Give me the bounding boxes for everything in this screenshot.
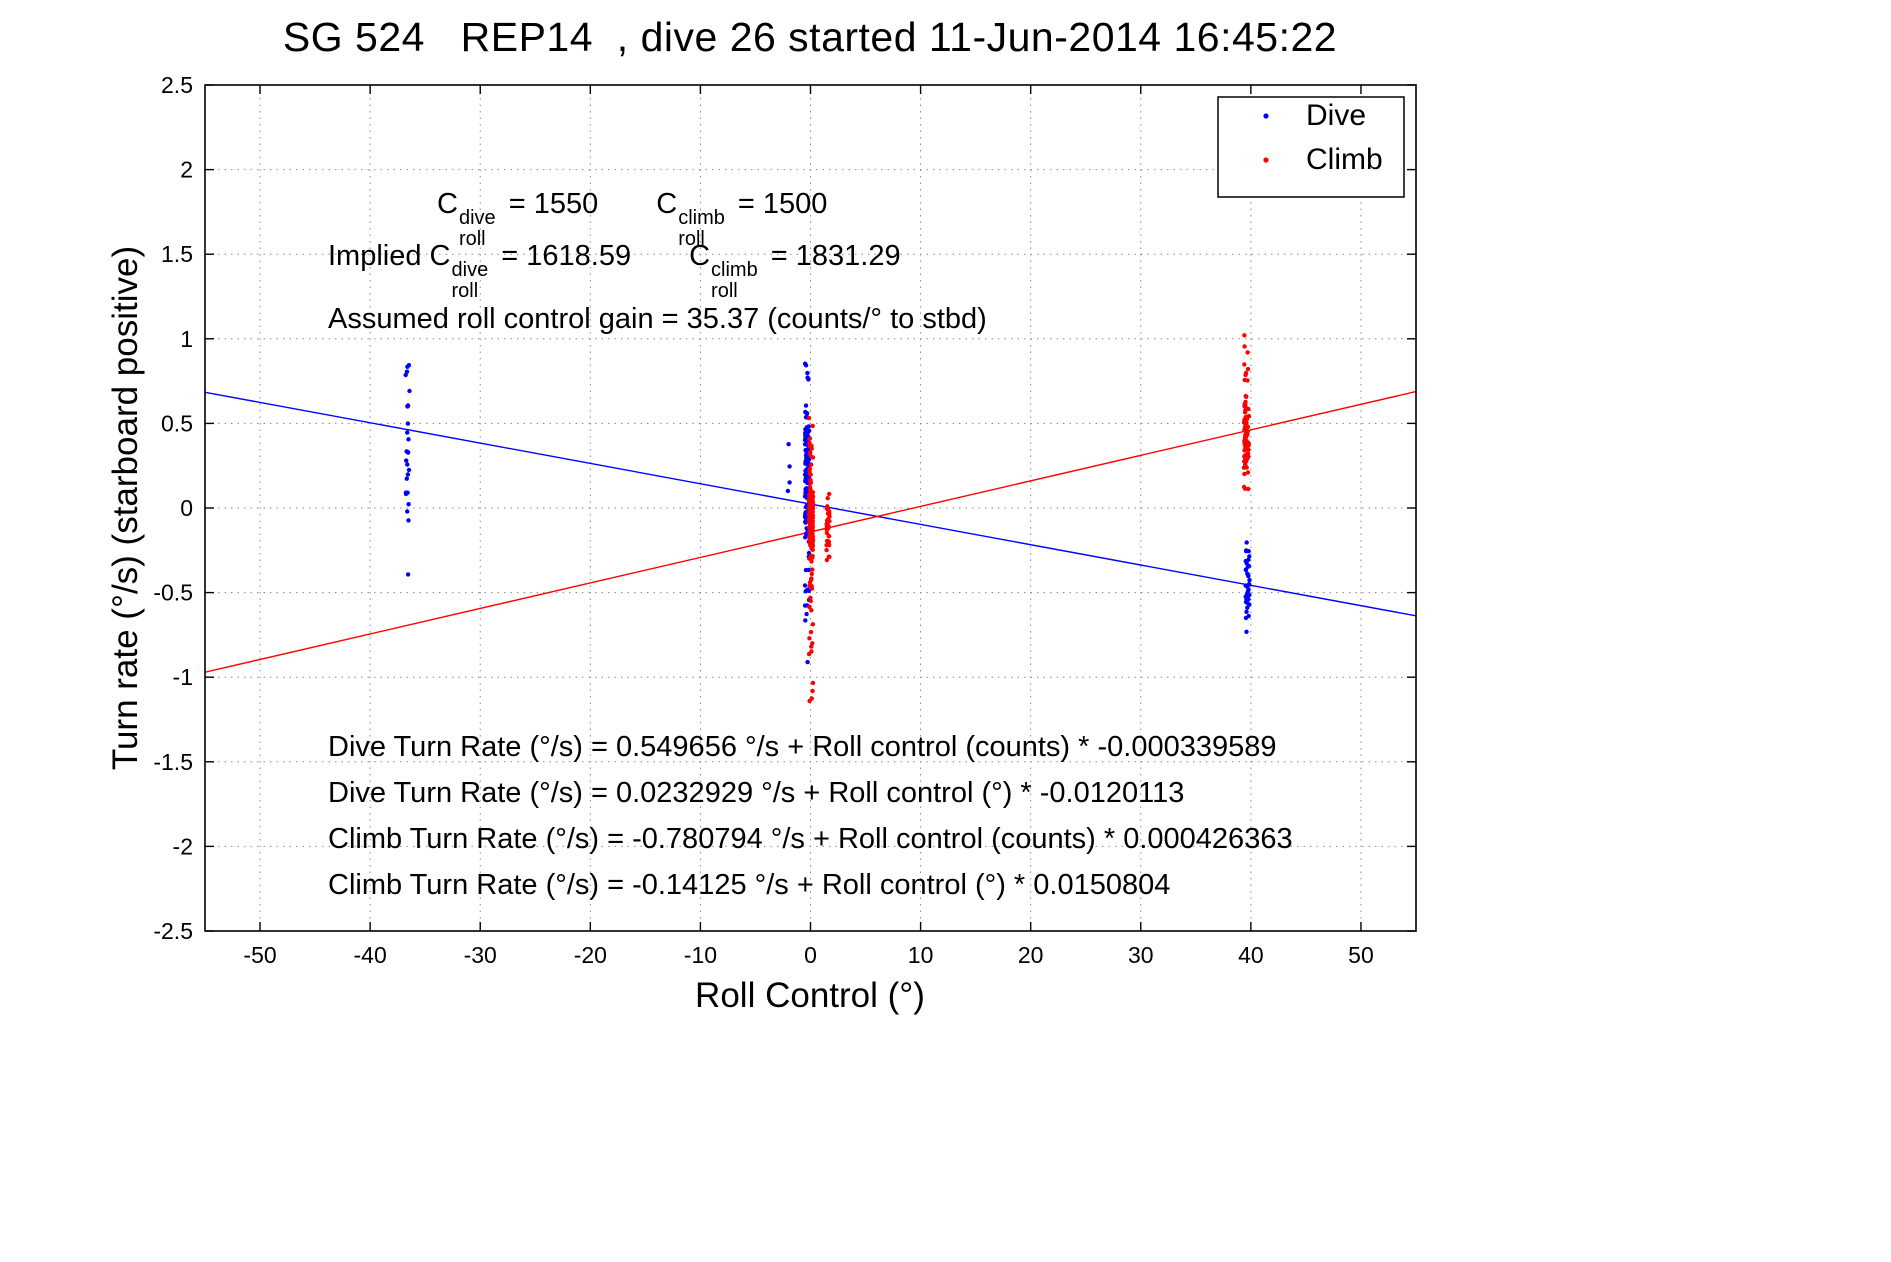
legend-label: Dive [1306,99,1366,132]
y-tick-label: -2 [173,833,193,859]
legend-marker-dive [1263,113,1269,119]
y-tick-label: 0 [180,495,193,521]
cluster-dive [785,442,792,494]
x-tick-label: 30 [1128,942,1154,968]
y-axis-label: Turn rate (°/s) (starboard positive) [106,245,145,771]
y-tick-label: 1.5 [161,241,193,267]
legend: Dive Climb [1217,96,1405,198]
x-tick-label: -50 [243,942,276,968]
y-tick-label: 1 [180,326,193,352]
x-tick-label: -10 [684,942,717,968]
x-tick-label: 20 [1018,942,1044,968]
x-tick-label: 50 [1348,942,1374,968]
y-tick-label: -2.5 [153,918,193,944]
scatter-points [403,333,1252,704]
x-tick-label: 0 [804,942,817,968]
cluster-dive [1243,540,1252,634]
y-tick-label: 0.5 [161,410,193,436]
cluster-dive [403,363,412,577]
y-tick-label: -1 [173,664,193,690]
x-tick-label: 40 [1238,942,1264,968]
legend-marker-climb [1263,157,1269,163]
y-tick-label: 2.5 [161,72,193,98]
chart-title: SG 524 REP14 , dive 26 started 11-Jun-20… [282,14,1338,60]
legend-entry-climb: Climb [1263,143,1383,176]
legend-entry-dive: Dive [1263,99,1366,132]
x-tick-label: -30 [464,942,497,968]
cluster-climb [1241,333,1252,492]
cluster-climb [824,491,832,563]
tick-labels: -50 -40 -30 -20 -10 0 10 20 30 40 50-2.5-2-1.5-1-0… [153,72,1373,968]
y-tick-label: -1.5 [153,749,193,775]
axis-ticks [205,84,1416,932]
legend-box [1217,96,1405,198]
x-tick-label: 10 [908,942,934,968]
cluster-climb [806,415,816,704]
y-tick-label: -0.5 [153,580,193,606]
legend-label: Climb [1306,143,1383,176]
x-tick-label: -20 [574,942,607,968]
y-tick-label: 2 [180,157,193,183]
x-axis-label: Roll Control (°) [695,976,925,1015]
x-tick-label: -40 [354,942,387,968]
